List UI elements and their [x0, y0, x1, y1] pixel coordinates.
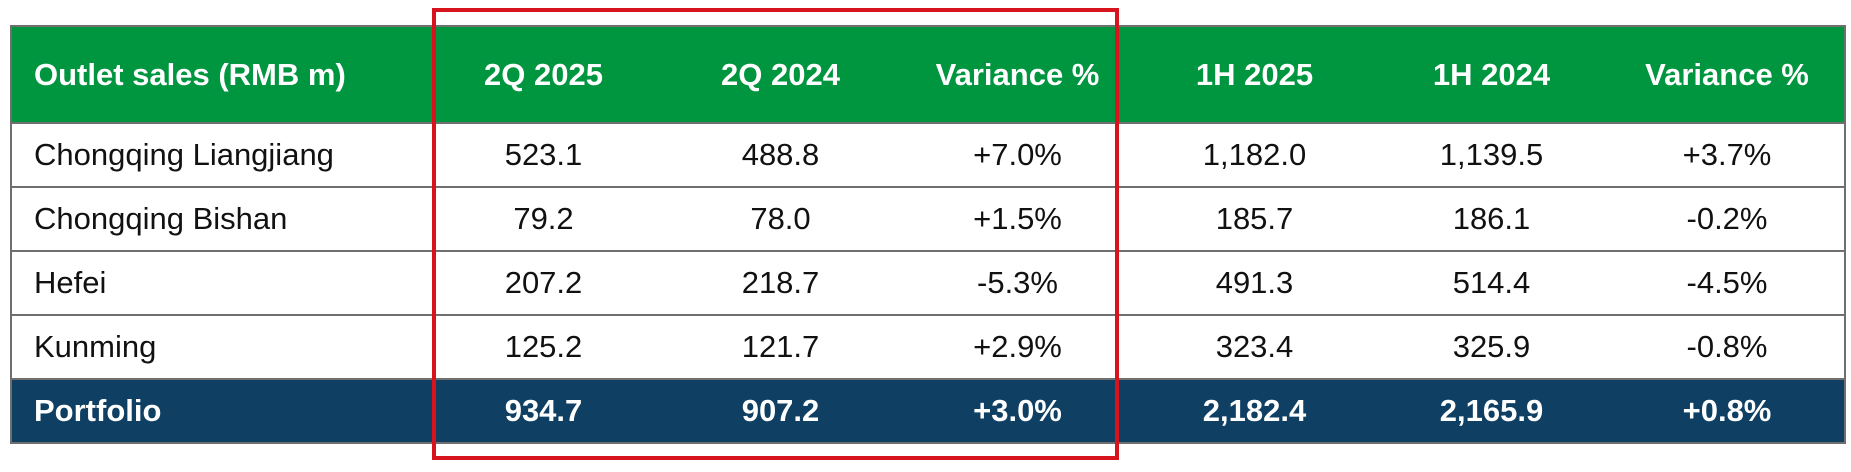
cell-2q-2024: 218.7 — [662, 250, 899, 316]
cell-2q-variance: +7.0% — [899, 122, 1136, 188]
header-2q-2024: 2Q 2024 — [662, 25, 899, 124]
total-2q-2025: 934.7 — [425, 378, 662, 444]
outlet-sales-table: Outlet sales (RMB m) 2Q 2025 2Q 2024 Var… — [10, 25, 1846, 444]
cell-2q-2025: 523.1 — [425, 122, 662, 188]
total-2q-variance: +3.0% — [899, 378, 1136, 444]
cell-1h-variance: -4.5% — [1610, 250, 1846, 316]
cell-1h-variance: +3.7% — [1610, 122, 1846, 188]
cell-2q-2025: 79.2 — [425, 186, 662, 252]
cell-2q-2024: 78.0 — [662, 186, 899, 252]
cell-2q-2025: 125.2 — [425, 314, 662, 380]
total-row: Portfolio 934.7 907.2 +3.0% 2,182.4 2,16… — [10, 378, 1846, 444]
cell-1h-2024: 325.9 — [1373, 314, 1610, 380]
cell-1h-2024: 186.1 — [1373, 186, 1610, 252]
total-2q-2024: 907.2 — [662, 378, 899, 444]
table-row: Chongqing Bishan 79.2 78.0 +1.5% 185.7 1… — [10, 186, 1846, 252]
cell-2q-2024: 121.7 — [662, 314, 899, 380]
cell-2q-2024: 488.8 — [662, 122, 899, 188]
row-label: Chongqing Liangjiang — [10, 122, 425, 188]
header-2q-variance: Variance % — [899, 25, 1136, 124]
cell-2q-variance: -5.3% — [899, 250, 1136, 316]
cell-2q-variance: +2.9% — [899, 314, 1136, 380]
total-label: Portfolio — [10, 378, 425, 444]
cell-1h-2025: 185.7 — [1136, 186, 1373, 252]
header-1h-2024: 1H 2024 — [1373, 25, 1610, 124]
cell-1h-2024: 1,139.5 — [1373, 122, 1610, 188]
table-row: Hefei 207.2 218.7 -5.3% 491.3 514.4 -4.5… — [10, 250, 1846, 316]
cell-2q-2025: 207.2 — [425, 250, 662, 316]
table-row: Chongqing Liangjiang 523.1 488.8 +7.0% 1… — [10, 122, 1846, 188]
cell-1h-variance: -0.2% — [1610, 186, 1846, 252]
cell-2q-variance: +1.5% — [899, 186, 1136, 252]
row-label: Hefei — [10, 250, 425, 316]
header-row: Outlet sales (RMB m) 2Q 2025 2Q 2024 Var… — [10, 25, 1846, 124]
cell-1h-2025: 323.4 — [1136, 314, 1373, 380]
total-1h-variance: +0.8% — [1610, 378, 1846, 444]
header-outlet-sales: Outlet sales (RMB m) — [10, 25, 425, 124]
cell-1h-2024: 514.4 — [1373, 250, 1610, 316]
header-1h-2025: 1H 2025 — [1136, 25, 1373, 124]
row-label: Chongqing Bishan — [10, 186, 425, 252]
cell-1h-variance: -0.8% — [1610, 314, 1846, 380]
cell-1h-2025: 491.3 — [1136, 250, 1373, 316]
header-1h-variance: Variance % — [1610, 25, 1846, 124]
total-1h-2025: 2,182.4 — [1136, 378, 1373, 444]
row-label: Kunming — [10, 314, 425, 380]
total-1h-2024: 2,165.9 — [1373, 378, 1610, 444]
table-row: Kunming 125.2 121.7 +2.9% 323.4 325.9 -0… — [10, 314, 1846, 380]
header-2q-2025: 2Q 2025 — [425, 25, 662, 124]
cell-1h-2025: 1,182.0 — [1136, 122, 1373, 188]
